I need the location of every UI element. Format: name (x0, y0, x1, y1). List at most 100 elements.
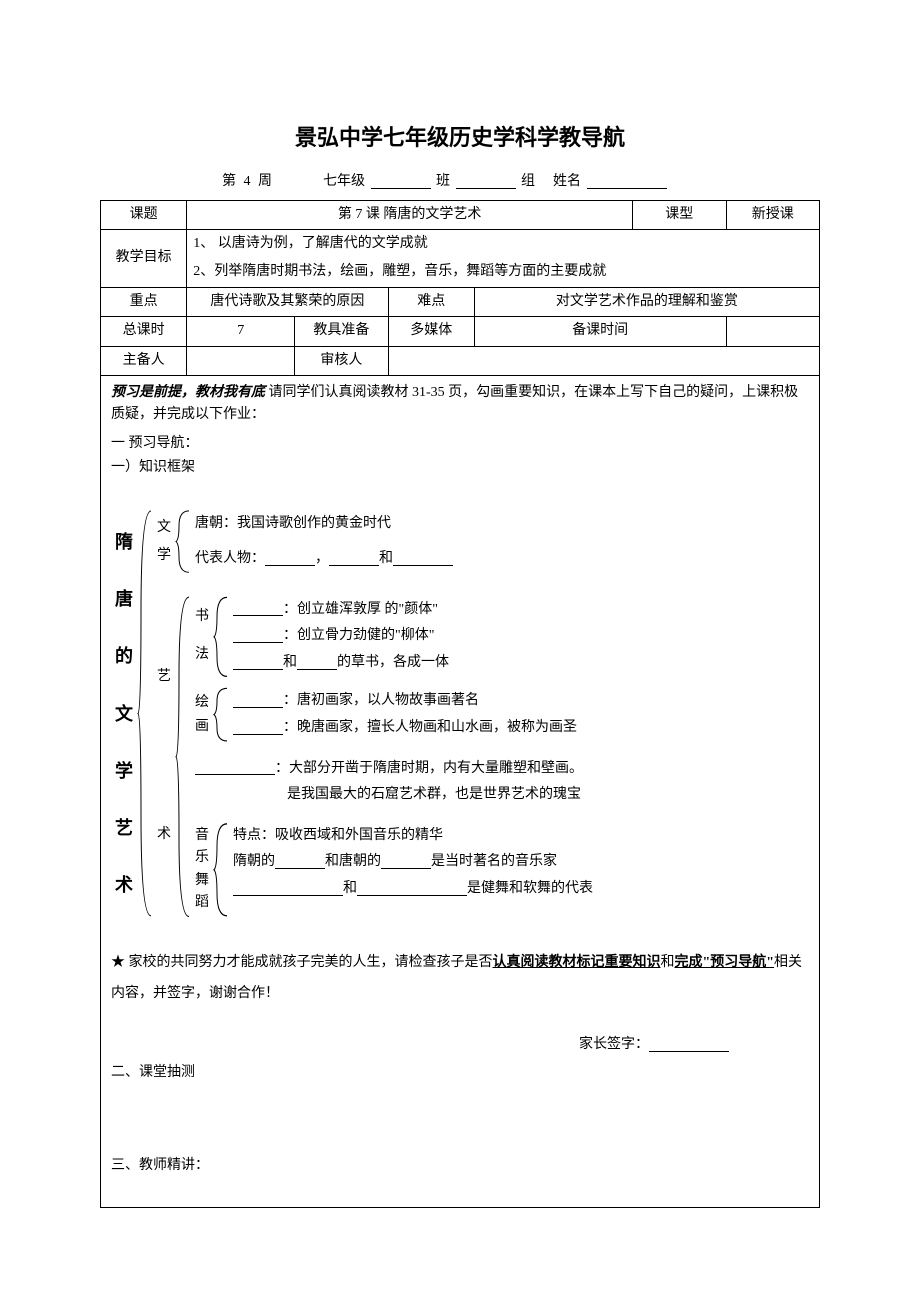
hua-label: 绘 画 (191, 686, 213, 743)
lit-line-1: 唐朝：我国诗歌创作的黄金时代 (195, 511, 453, 538)
root-char: 的 (115, 642, 133, 671)
cell: 新授课 (726, 200, 819, 229)
fill-blank[interactable] (233, 721, 283, 735)
branch-char: 音 (195, 825, 209, 847)
root-char: 术 (115, 871, 133, 900)
fill-blank[interactable] (381, 855, 431, 869)
root-char: 学 (115, 757, 133, 786)
section-1: 一 预习导航： (111, 433, 809, 455)
root-char: 艺 (115, 814, 133, 843)
fill-blank[interactable] (195, 761, 275, 775)
cell: 总课时 (101, 317, 187, 346)
page-title: 景弘中学七年级历史学科学教导航 (100, 120, 820, 155)
group-label: 组 (521, 174, 535, 189)
cell: 7 (187, 317, 295, 346)
branch-char: 艺 (157, 666, 171, 688)
text: 和唐朝的 (325, 854, 381, 869)
intro-em: 预习是前提，教材我有底 (111, 385, 265, 400)
branch-char: 法 (195, 644, 209, 666)
fill-blank[interactable] (297, 656, 337, 670)
brace-icon (175, 509, 191, 574)
note-underline: 认真阅读教材标记重要知识 (493, 955, 661, 970)
text: ：晚唐画家，擅长人物画和山水画，被称为画圣 (283, 720, 577, 735)
header-line: 第 4 周 七年级 班 组 姓名 (100, 171, 820, 193)
sign-label: 家长签字： (579, 1037, 649, 1052)
cell: 课型 (633, 200, 726, 229)
hua-leaves: ：唐初画家，以人物故事画著名 ：晚唐画家，擅长人物画和山水画，被称为画圣 (229, 686, 581, 743)
shu-line-2: ：创立骨力劲健的"柳体" (233, 623, 449, 650)
content-area: 预习是前提，教材我有底 请同学们认真阅读教材 31-35 页，勾画重要知识，在课… (100, 376, 820, 1208)
table-row: 主备人 审核人 (101, 346, 820, 375)
grade-label: 七年级 (323, 174, 365, 189)
table-row: 2、列举隋唐时期书法，绘画，雕塑，音乐，舞蹈等方面的主要成就 (101, 258, 820, 287)
cell: 唐代诗歌及其繁荣的原因 (187, 287, 388, 316)
branch-char: 舞 (195, 870, 209, 892)
fill-blank[interactable] (357, 882, 467, 896)
text: 隋朝的 (233, 854, 275, 869)
cell: 难点 (388, 287, 474, 316)
text: ：创立骨力劲健的"柳体" (283, 628, 434, 643)
hua-line-2: ：晚唐画家，擅长人物画和山水画，被称为画圣 (233, 715, 577, 742)
cell: 对文学艺术作品的理解和鉴赏 (474, 287, 819, 316)
lit-label: 文 学 (153, 509, 175, 574)
note-text: ★ 家校的共同努力才能成就孩子完美的人生，请检查孩子是否认真阅读教材标记重要知识… (111, 948, 809, 1010)
root-char: 文 (115, 700, 133, 729)
text: 和 (343, 881, 357, 896)
week-suffix: 周 (258, 174, 272, 189)
week-num: 4 (244, 174, 251, 189)
diao-leaves: ：大部分开凿于隋唐时期，内有大量雕塑和壁画。 是我国最大的石窟艺术群，也是世界艺… (191, 754, 597, 811)
week-prefix: 第 (222, 174, 236, 189)
cell: 多媒体 (388, 317, 474, 346)
yin-label: 音 乐 舞 蹈 (191, 821, 213, 919)
fill-blank[interactable] (265, 552, 315, 566)
text: ：创立雄浑敦厚 的"颜体" (283, 602, 438, 617)
cell (388, 346, 819, 375)
class-blank[interactable] (371, 175, 431, 189)
table-row: 总课时 7 教具准备 多媒体 备课时间 (101, 317, 820, 346)
text: ：大部分开凿于隋唐时期，内有大量雕塑和壁画。 (275, 761, 583, 776)
brace-icon (213, 595, 229, 679)
name-blank[interactable] (587, 175, 667, 189)
fill-blank[interactable] (393, 552, 453, 566)
cell: 1、 以唐诗为例，了解唐代的文学成就 (187, 229, 820, 258)
cell (726, 317, 819, 346)
note-underline: 完成"预习导航" (675, 955, 775, 970)
text: ， (315, 551, 329, 566)
fill-blank[interactable] (233, 602, 283, 616)
fill-blank[interactable] (233, 882, 343, 896)
brace-icon (213, 821, 229, 919)
class-label: 班 (436, 174, 450, 189)
text: ：唐初画家，以人物故事画著名 (283, 693, 479, 708)
text: 的草书，各成一体 (337, 655, 449, 670)
branch-char: 学 (157, 545, 171, 567)
cell: 第 7 课 隋唐的文学艺术 (187, 200, 633, 229)
note-part: 家校的共同努力才能成就孩子完美的人生，请检查孩子是否 (125, 955, 493, 970)
signature-line: 家长签字： (111, 1034, 809, 1056)
branch-char: 绘 (195, 692, 209, 714)
info-table: 课题 第 7 课 隋唐的文学艺术 课型 新授课 教学目标 1、 以唐诗为例，了解… (100, 200, 820, 376)
root-char: 隋 (115, 528, 133, 557)
sign-blank[interactable] (649, 1038, 729, 1052)
diao-line-2: 是我国最大的石窟艺术群，也是世界艺术的瑰宝 (195, 782, 593, 809)
text: 和 (283, 655, 297, 670)
brace-icon (213, 686, 229, 743)
yin-line-3: 和是健舞和软舞的代表 (233, 876, 593, 903)
fill-blank[interactable] (275, 855, 325, 869)
fill-blank[interactable] (233, 694, 283, 708)
text: 和 (379, 551, 393, 566)
cell: 重点 (101, 287, 187, 316)
fill-blank[interactable] (233, 629, 283, 643)
lit-leaves: 唐朝：我国诗歌创作的黄金时代 代表人物： ， 和 (191, 509, 457, 574)
fill-blank[interactable] (329, 552, 379, 566)
cell (187, 346, 295, 375)
root-label: 隋 唐 的 文 学 艺 术 (111, 509, 137, 918)
fill-blank[interactable] (233, 656, 283, 670)
name-label: 姓名 (553, 174, 581, 189)
cell: 2、列举隋唐时期书法，绘画，雕塑，音乐，舞蹈等方面的主要成就 (187, 258, 820, 287)
intro-text: 预习是前提，教材我有底 请同学们认真阅读教材 31-35 页，勾画重要知识，在课… (111, 382, 809, 427)
section-1a: 一）知识框架 (111, 457, 809, 479)
text: 代表人物： (195, 551, 265, 566)
group-blank[interactable] (456, 175, 516, 189)
section-2: 二、课堂抽测 (111, 1062, 809, 1084)
table-row: 重点 唐代诗歌及其繁荣的原因 难点 对文学艺术作品的理解和鉴赏 (101, 287, 820, 316)
